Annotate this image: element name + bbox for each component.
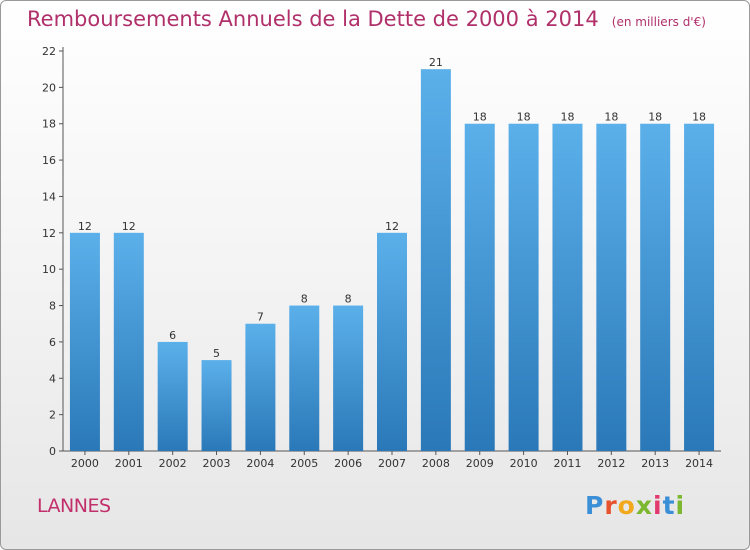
y-tick-label: 10 <box>42 263 56 276</box>
data-label: 8 <box>345 293 352 306</box>
data-label: 18 <box>648 111 662 124</box>
data-label: 12 <box>122 220 136 233</box>
y-tick-label: 22 <box>42 45 56 58</box>
bar <box>420 69 451 451</box>
x-tick-label: 2014 <box>685 457 713 470</box>
bar <box>69 232 100 451</box>
bar <box>464 123 495 452</box>
x-tick-label: 2004 <box>246 457 274 470</box>
chart-title: Remboursements Annuels de la Dette de 20… <box>27 7 706 31</box>
x-tick-label: 2007 <box>378 457 406 470</box>
bar <box>289 305 320 451</box>
logo-letter: r <box>604 491 618 520</box>
logo-letter: i <box>653 491 663 520</box>
data-label: 18 <box>604 111 618 124</box>
data-label: 18 <box>473 111 487 124</box>
bar <box>113 232 144 451</box>
x-tick-label: 2013 <box>641 457 669 470</box>
logo-letter: o <box>617 491 636 520</box>
chart-title-main: Remboursements Annuels de la Dette de 20… <box>27 7 599 31</box>
y-tick-label: 2 <box>49 409 56 422</box>
logo-letter: t <box>662 491 676 520</box>
data-label: 18 <box>517 111 531 124</box>
data-label: 12 <box>385 220 399 233</box>
bar <box>552 123 583 452</box>
data-label: 21 <box>429 56 443 69</box>
x-tick-label: 2006 <box>334 457 362 470</box>
x-tick-label: 2008 <box>422 457 450 470</box>
data-label: 6 <box>169 329 176 342</box>
data-label: 5 <box>213 347 220 360</box>
data-label: 8 <box>301 293 308 306</box>
data-label: 18 <box>560 111 574 124</box>
bar <box>684 123 715 452</box>
logo-letter: i <box>675 491 686 520</box>
y-tick-label: 16 <box>42 154 56 167</box>
x-tick-label: 2003 <box>203 457 231 470</box>
data-label: 18 <box>692 111 706 124</box>
y-tick-label: 6 <box>49 336 56 349</box>
y-tick-label: 14 <box>42 190 56 203</box>
x-tick-label: 2009 <box>466 457 494 470</box>
x-tick-label: 2011 <box>553 457 581 470</box>
x-tick-label: 2005 <box>290 457 318 470</box>
logo-letter: P <box>585 491 605 520</box>
bar <box>640 123 671 452</box>
logo-letter: x <box>635 491 653 520</box>
y-tick-label: 18 <box>42 118 56 131</box>
y-tick-label: 0 <box>49 445 56 458</box>
x-tick-label: 2010 <box>510 457 538 470</box>
bar <box>596 123 627 452</box>
x-tick-label: 2001 <box>115 457 143 470</box>
bar <box>333 305 364 451</box>
x-tick-label: 2000 <box>71 457 99 470</box>
bar <box>508 123 539 452</box>
y-tick-label: 8 <box>49 300 56 313</box>
x-tick-label: 2002 <box>159 457 187 470</box>
y-tick-label: 12 <box>42 227 56 240</box>
bar <box>157 341 188 451</box>
data-label: 7 <box>257 311 264 324</box>
commune-name: LANNES <box>37 495 111 517</box>
bar <box>377 232 407 451</box>
bar <box>245 323 276 451</box>
proxiti-logo: Proxiti <box>585 491 685 520</box>
chart-subtitle: (en milliers d'€) <box>611 15 706 29</box>
data-label: 12 <box>78 220 92 233</box>
y-tick-label: 20 <box>42 81 56 94</box>
y-tick-label: 4 <box>49 372 56 385</box>
bar <box>201 360 232 451</box>
x-tick-label: 2012 <box>597 457 625 470</box>
